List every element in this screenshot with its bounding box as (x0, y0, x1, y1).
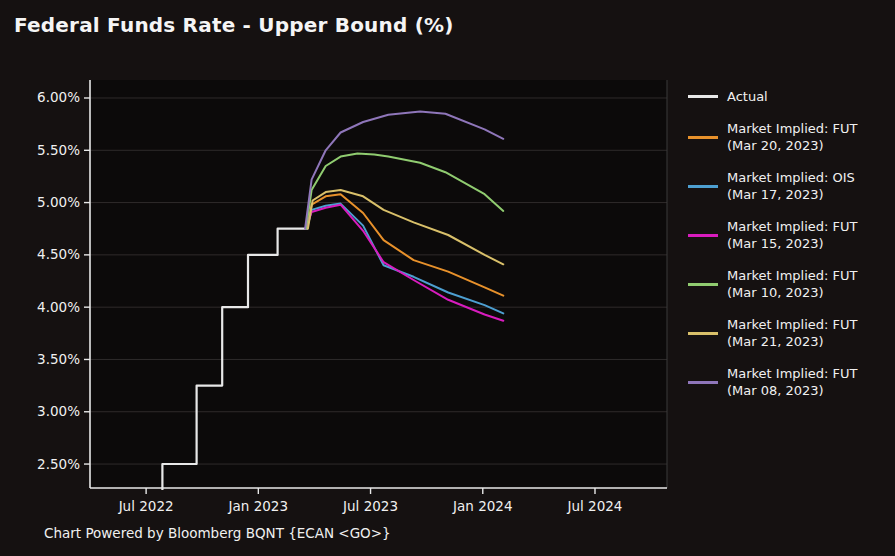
y-tick-label: 5.00% (37, 194, 80, 210)
legend-item-5: Market Implied: FUT (Mar 21, 2023) (688, 316, 888, 350)
legend-swatch (688, 332, 718, 335)
y-tick-label: 4.00% (37, 299, 80, 315)
legend-item-6: Market Implied: FUT (Mar 08, 2023) (688, 365, 888, 399)
legend-item-2: Market Implied: OIS (Mar 17, 2023) (688, 169, 888, 203)
legend-swatch (688, 234, 718, 237)
legend-item-0: Actual (688, 88, 888, 105)
y-tick-label: 3.00% (37, 403, 80, 419)
legend-swatch (688, 185, 718, 188)
y-tick-label: 3.50% (37, 351, 80, 367)
legend-label: Market Implied: FUT (Mar 20, 2023) (727, 120, 858, 154)
footer-credit: Chart Powered by Bloomberg BQNT {ECAN <G… (44, 525, 391, 541)
legend-swatch (688, 381, 718, 384)
plot-area (90, 80, 667, 488)
legend-label: Market Implied: FUT (Mar 08, 2023) (727, 365, 858, 399)
legend-swatch (688, 283, 718, 286)
bloomberg-chart-window: Federal Funds Rate - Upper Bound (%) 2.5… (0, 0, 895, 556)
legend-label: Actual (727, 88, 768, 105)
legend-item-3: Market Implied: FUT (Mar 15, 2023) (688, 218, 888, 252)
x-tick-label: Jul 2022 (118, 498, 174, 514)
legend-label: Market Implied: FUT (Mar 15, 2023) (727, 218, 858, 252)
y-tick-label: 2.50% (37, 456, 80, 472)
legend-swatch (688, 95, 718, 98)
legend-label: Market Implied: FUT (Mar 21, 2023) (727, 316, 858, 350)
x-tick-label: Jan 2024 (452, 498, 512, 514)
y-tick-label: 6.00% (37, 89, 80, 105)
legend-swatch (688, 136, 718, 139)
legend-label: Market Implied: FUT (Mar 10, 2023) (727, 267, 858, 301)
y-tick-label: 5.50% (37, 142, 80, 158)
x-tick-label: Jul 2023 (342, 498, 398, 514)
legend-item-1: Market Implied: FUT (Mar 20, 2023) (688, 120, 888, 154)
legend-item-4: Market Implied: FUT (Mar 10, 2023) (688, 267, 888, 301)
x-tick-label: Jan 2023 (228, 498, 288, 514)
x-tick-label: Jul 2024 (567, 498, 623, 514)
y-tick-label: 4.50% (37, 246, 80, 262)
chart-legend: Actual Market Implied: FUT (Mar 20, 2023)… (688, 88, 888, 399)
legend-label: Market Implied: OIS (Mar 17, 2023) (727, 169, 855, 203)
